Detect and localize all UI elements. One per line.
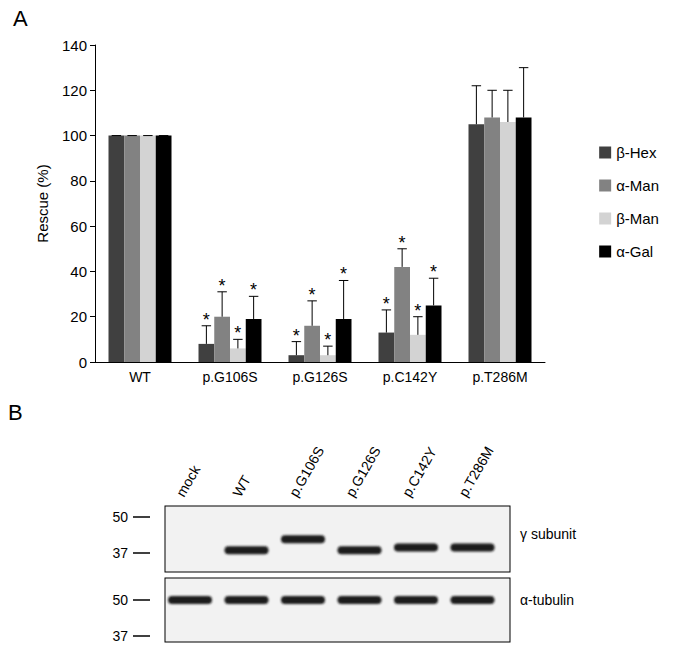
svg-text:p.T286M: p.T286M (455, 444, 496, 500)
svg-text:A: A (13, 6, 28, 31)
svg-text:p.G106S: p.G106S (286, 444, 327, 500)
svg-text:37: 37 (112, 628, 128, 644)
svg-text:*: * (309, 285, 316, 305)
svg-text:Rescue (%): Rescue (%) (34, 164, 51, 242)
svg-text:p.C142Y: p.C142Y (383, 369, 438, 385)
svg-text:60: 60 (70, 218, 87, 235)
svg-text:100: 100 (62, 127, 87, 144)
svg-text:120: 120 (62, 82, 87, 99)
svg-text:*: * (399, 233, 406, 253)
svg-text:80: 80 (70, 172, 87, 189)
svg-text:40: 40 (70, 263, 87, 280)
svg-text:*: * (234, 323, 241, 343)
svg-text:α-tubulin: α-tubulin (520, 592, 574, 608)
svg-text:p.G126S: p.G126S (292, 369, 347, 385)
svg-text:β-Man: β-Man (616, 210, 659, 227)
svg-text:B: B (8, 400, 23, 425)
svg-text:p.G106S: p.G106S (202, 369, 257, 385)
svg-text:20: 20 (70, 308, 87, 325)
svg-text:*: * (383, 294, 390, 314)
svg-text:WT: WT (229, 472, 254, 499)
svg-text:140: 140 (62, 37, 87, 54)
svg-text:*: * (430, 262, 437, 282)
svg-text:*: * (203, 310, 210, 330)
svg-text:*: * (324, 330, 331, 350)
svg-text:50: 50 (112, 509, 128, 525)
svg-text:α-Man: α-Man (616, 177, 659, 194)
svg-text:β-Hex: β-Hex (616, 144, 657, 161)
svg-text:p.T286M: p.T286M (472, 369, 527, 385)
svg-text:p.G126S: p.G126S (342, 444, 383, 500)
svg-text:50: 50 (112, 592, 128, 608)
svg-text:*: * (250, 280, 257, 300)
svg-text:WT: WT (129, 369, 151, 385)
svg-text:37: 37 (112, 545, 128, 561)
svg-text:p.C142Y: p.C142Y (399, 444, 440, 500)
svg-text:γ subunit: γ subunit (520, 526, 576, 542)
svg-text:α-Gal: α-Gal (616, 243, 653, 260)
svg-text:*: * (340, 264, 347, 284)
svg-text:*: * (414, 301, 421, 321)
svg-text:0: 0 (79, 354, 87, 371)
svg-text:*: * (219, 276, 226, 296)
svg-text:mock: mock (173, 462, 204, 500)
svg-text:*: * (293, 326, 300, 346)
